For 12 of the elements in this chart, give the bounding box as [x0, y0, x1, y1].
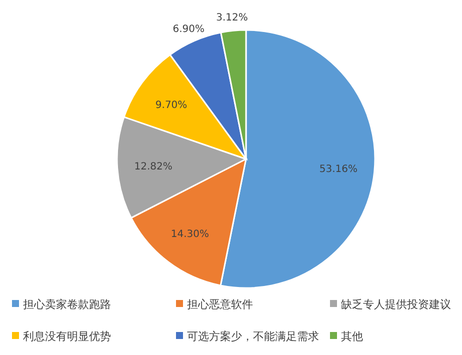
- legend-label: 利息没有明显优势: [23, 330, 111, 343]
- data-label: 6.90%: [172, 24, 205, 36]
- legend-label: 其他: [341, 330, 363, 343]
- legend-label: 担心恶意软件: [187, 298, 253, 311]
- data-label: 3.12%: [216, 12, 248, 24]
- data-label: 53.16%: [319, 164, 358, 176]
- data-label: 14.30%: [170, 229, 210, 240]
- legend-label: 缺乏专人提供投资建议: [341, 298, 451, 311]
- legend-label: 担心卖家卷款跑路: [23, 298, 111, 311]
- legend-label: 可选方案少，不能满足需求: [187, 330, 319, 343]
- data-label: 9.70%: [155, 100, 188, 111]
- data-label: 12.82%: [134, 162, 172, 173]
